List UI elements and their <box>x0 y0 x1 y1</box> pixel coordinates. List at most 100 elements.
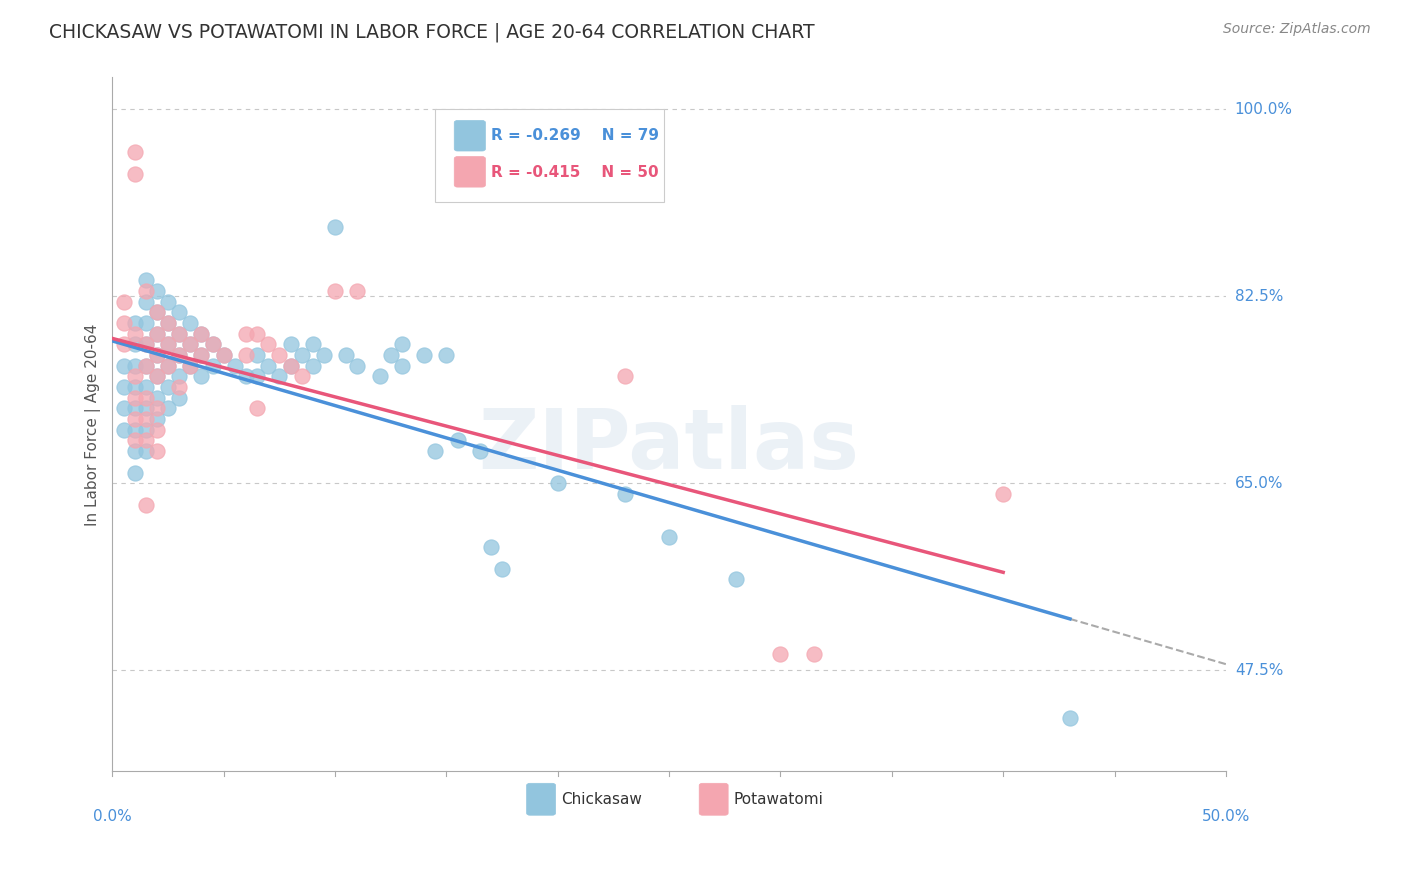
Point <box>135 316 157 330</box>
Point <box>112 401 135 416</box>
Point <box>212 348 235 362</box>
Point <box>291 348 314 362</box>
Point <box>124 434 146 448</box>
Point <box>157 401 180 416</box>
Text: 100.0%: 100.0% <box>1234 102 1292 117</box>
Point <box>135 273 157 287</box>
Point <box>346 359 368 373</box>
Point <box>124 316 146 330</box>
Point <box>246 369 269 384</box>
Point <box>157 316 180 330</box>
Point <box>479 541 502 555</box>
Y-axis label: In Labor Force | Age 20-64: In Labor Force | Age 20-64 <box>86 323 101 525</box>
Point <box>112 423 135 437</box>
Point <box>167 326 190 341</box>
Point <box>146 412 169 426</box>
Point <box>157 316 180 330</box>
Text: 65.0%: 65.0% <box>1234 475 1284 491</box>
Point <box>146 369 169 384</box>
Text: 0.0%: 0.0% <box>93 809 132 824</box>
Text: ZIPatlas: ZIPatlas <box>478 405 859 486</box>
Point <box>280 359 302 373</box>
Point <box>146 444 169 458</box>
Point <box>179 316 201 330</box>
Point <box>112 380 135 394</box>
Point <box>135 380 157 394</box>
Point <box>468 444 491 458</box>
Point <box>112 316 135 330</box>
Text: R = -0.415    N = 50: R = -0.415 N = 50 <box>491 165 658 180</box>
Point <box>146 284 169 298</box>
Point <box>391 337 413 351</box>
Point <box>235 369 257 384</box>
Point <box>146 348 169 362</box>
Point <box>135 337 157 351</box>
Point <box>157 359 180 373</box>
Point <box>146 369 169 384</box>
Point <box>167 391 190 405</box>
Point <box>280 359 302 373</box>
Point <box>613 487 636 501</box>
Point <box>135 423 157 437</box>
Point <box>201 337 224 351</box>
Point <box>368 369 391 384</box>
FancyBboxPatch shape <box>699 783 728 815</box>
Point <box>157 337 180 351</box>
Point <box>212 348 235 362</box>
Point <box>124 167 146 181</box>
Point <box>135 401 157 416</box>
Point <box>167 305 190 319</box>
Point <box>124 369 146 384</box>
Point <box>124 466 146 480</box>
Point <box>425 444 447 458</box>
Point <box>301 337 323 351</box>
Point <box>157 294 180 309</box>
Point <box>491 561 513 575</box>
Point <box>167 348 190 362</box>
Point <box>190 348 212 362</box>
Point <box>167 326 190 341</box>
Point <box>135 284 157 298</box>
Point <box>135 444 157 458</box>
Point <box>190 369 212 384</box>
Point <box>380 348 402 362</box>
Point <box>135 391 157 405</box>
Text: 47.5%: 47.5% <box>1234 663 1284 678</box>
Point <box>157 380 180 394</box>
Text: Chickasaw: Chickasaw <box>561 792 643 806</box>
Point <box>179 359 201 373</box>
Point <box>335 348 357 362</box>
Text: R = -0.269    N = 79: R = -0.269 N = 79 <box>491 128 659 144</box>
Point <box>124 145 146 160</box>
Text: Potawatomi: Potawatomi <box>734 792 824 806</box>
Point <box>135 337 157 351</box>
Point <box>547 476 569 491</box>
Point <box>146 423 169 437</box>
Point <box>135 359 157 373</box>
Point <box>146 326 169 341</box>
Text: Source: ZipAtlas.com: Source: ZipAtlas.com <box>1223 22 1371 37</box>
Point <box>235 326 257 341</box>
FancyBboxPatch shape <box>454 157 485 187</box>
Point <box>201 337 224 351</box>
Point <box>146 391 169 405</box>
Text: CHICKASAW VS POTAWATOMI IN LABOR FORCE | AGE 20-64 CORRELATION CHART: CHICKASAW VS POTAWATOMI IN LABOR FORCE |… <box>49 22 815 42</box>
Point <box>146 326 169 341</box>
Point <box>280 337 302 351</box>
Point <box>146 348 169 362</box>
Point <box>446 434 468 448</box>
Point <box>135 434 157 448</box>
Point <box>167 348 190 362</box>
Point <box>135 412 157 426</box>
Point <box>124 359 146 373</box>
Point <box>246 326 269 341</box>
Point <box>803 647 825 661</box>
Point <box>257 359 280 373</box>
Point <box>146 305 169 319</box>
Point <box>124 337 146 351</box>
Point <box>201 359 224 373</box>
Point <box>146 305 169 319</box>
Point <box>436 348 458 362</box>
Point <box>112 337 135 351</box>
Point <box>190 326 212 341</box>
